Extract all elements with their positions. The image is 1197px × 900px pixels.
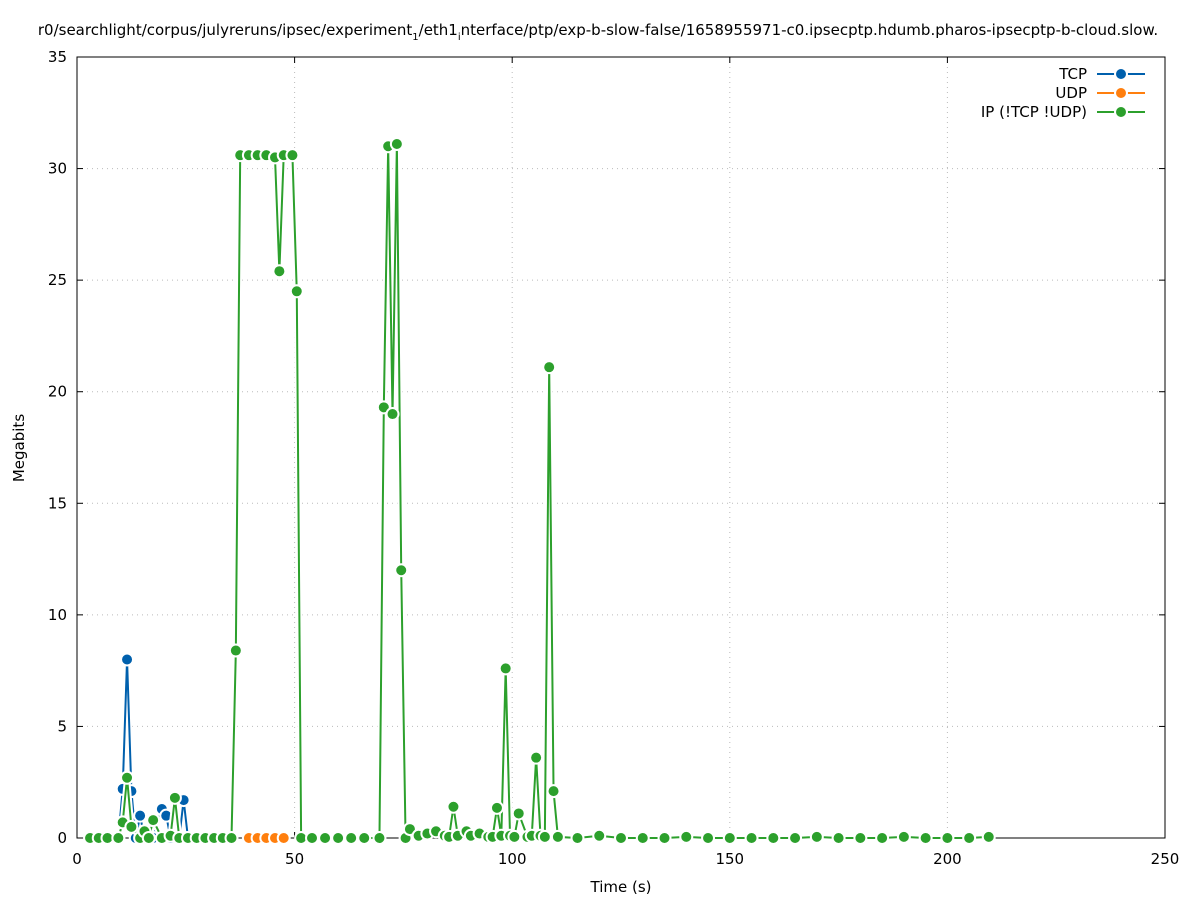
data-point (305, 831, 320, 845)
y-tick-label: 20 (48, 383, 67, 401)
x-tick-label: 0 (72, 850, 82, 868)
data-point (124, 819, 139, 834)
data-point (357, 831, 372, 845)
legend-label: TCP (1058, 65, 1087, 83)
data-point (542, 360, 557, 375)
chart-title: r0/searchlight/corpus/julyreruns/ipsec/e… (38, 21, 1158, 43)
data-point (224, 831, 239, 845)
data-point (918, 831, 933, 845)
x-tick-label: 50 (285, 850, 304, 868)
data-point (550, 829, 565, 844)
data-point (722, 831, 737, 845)
data-point (511, 806, 526, 821)
legend-marker (1114, 86, 1128, 100)
data-point (679, 829, 694, 844)
y-axis-label: Megabits (10, 414, 28, 482)
data-point (331, 831, 346, 845)
data-point (446, 799, 461, 814)
x-axis-label: Time (s) (590, 878, 652, 896)
data-point (498, 661, 513, 676)
data-point (507, 829, 522, 844)
data-point (385, 407, 400, 422)
data-point (875, 831, 890, 845)
data-point (272, 264, 287, 279)
data-point (141, 831, 156, 845)
data-point (701, 831, 716, 845)
data-point (120, 652, 135, 667)
data-point (831, 831, 846, 845)
series-udp (241, 831, 291, 845)
x-tick-label: 200 (933, 850, 962, 868)
y-tick-label: 30 (48, 160, 67, 178)
title-segment: nterface/ptp/exp-b-slow-false/1658955971… (461, 21, 1159, 39)
x-tick-label: 250 (1151, 850, 1180, 868)
data-point (285, 148, 300, 163)
series-iptcpudp (83, 137, 996, 846)
data-point (546, 784, 561, 799)
series-layer (83, 137, 996, 846)
axis-ticks: 0 50 100 150 200 250 0 5 10 15 20 25 30 35 (48, 48, 1179, 868)
title-subscript: i (458, 32, 461, 43)
data-point (962, 831, 977, 845)
y-tick-label: 10 (48, 606, 67, 624)
title-segment: r0/searchlight/corpus/julyreruns/ipsec/e… (38, 21, 413, 39)
x-tick-label: 150 (715, 850, 744, 868)
data-point (657, 831, 672, 845)
data-point (744, 831, 759, 845)
y-tick-label: 0 (57, 829, 67, 847)
title-segment: /eth1 (419, 21, 458, 39)
data-point (120, 770, 135, 785)
data-point (537, 829, 552, 844)
data-point (788, 831, 803, 845)
y-tick-label: 35 (48, 48, 67, 66)
data-point (167, 790, 182, 805)
data-point (146, 813, 161, 828)
data-point (394, 563, 409, 578)
data-point (389, 137, 404, 152)
data-point (344, 831, 359, 845)
legend-label: UDP (1055, 84, 1087, 102)
data-point (635, 831, 650, 845)
legend-label: IP (!TCP !UDP) (981, 103, 1087, 121)
data-point (766, 831, 781, 845)
data-point (940, 831, 955, 845)
data-point (896, 829, 911, 844)
data-point (318, 831, 333, 845)
series-line (90, 144, 989, 841)
y-tick-label: 25 (48, 271, 67, 289)
series-line-halo (90, 143, 989, 846)
y-tick-label: 5 (57, 717, 67, 735)
data-point (570, 831, 585, 845)
data-point (592, 828, 607, 843)
data-point (809, 829, 824, 844)
data-point (981, 829, 996, 844)
data-point (111, 831, 126, 845)
data-point (853, 831, 868, 845)
data-point (276, 831, 291, 845)
data-point (529, 750, 544, 765)
data-point (133, 808, 148, 823)
data-point (228, 643, 243, 658)
data-point (289, 284, 304, 299)
data-point (372, 831, 387, 845)
data-point (489, 800, 504, 815)
x-tick-label: 100 (498, 850, 527, 868)
title-subscript: 1 (412, 32, 418, 43)
y-tick-label: 15 (48, 494, 67, 512)
legend-marker (1114, 105, 1128, 119)
data-point (614, 831, 628, 845)
legend-marker (1114, 67, 1128, 81)
